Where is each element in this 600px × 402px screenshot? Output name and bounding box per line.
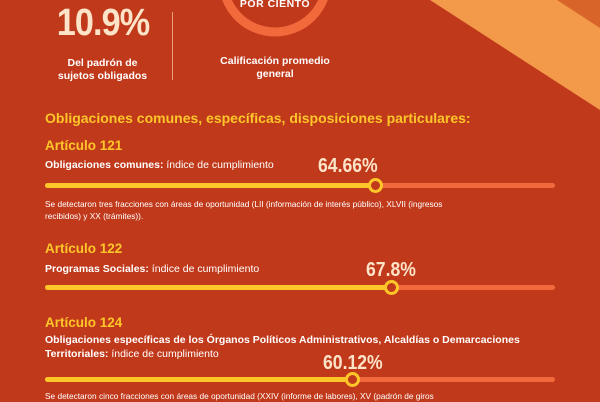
gauge-ring	[222, 0, 328, 37]
article-121-percent: 64.66%	[318, 155, 378, 177]
article-121-note-line2: recibidos) y XX (trámites)).	[45, 211, 144, 221]
gauge-inner	[235, 0, 315, 24]
article-124-desc-bold-line1: Obligaciones específicas de los Órganos …	[45, 334, 520, 346]
article-124-note-line1: Se detectaron cinco fracciones con áreas…	[45, 391, 434, 401]
article-122-desc-rest: índice de cumplimiento	[148, 263, 260, 275]
gauge-label-line1: Calificación promedio	[220, 55, 330, 67]
article-122-desc-bold: Programas Sociales:	[45, 263, 149, 275]
article-122-desc: Programas Sociales: índice de cumplimien…	[45, 262, 565, 276]
article-121-desc-rest: índice de cumplimiento	[163, 159, 274, 171]
gauge-label-line2: general	[256, 68, 294, 80]
article-121-bar-knob	[367, 178, 383, 193]
gauge-text: POR CIENTO	[239, 0, 311, 10]
article-122-percent: 67.8%	[366, 259, 416, 281]
article-121-desc: Obligaciones comunes: índice de cumplimi…	[45, 158, 565, 172]
article-122-bar-fill	[45, 285, 391, 290]
article-124-percent: 60.12%	[323, 352, 383, 374]
article-122-title: Artículo 122	[45, 241, 123, 256]
gauge-track	[222, 0, 328, 37]
gauge-label: Calificación promedio general	[200, 55, 350, 81]
article-124-bar-fill	[45, 377, 352, 382]
article-121-title: Artículo 121	[45, 138, 123, 153]
article-121-bar	[45, 178, 555, 193]
section-title: Obligaciones comunes, específicas, dispo…	[45, 110, 471, 126]
article-121-desc-bold: Obligaciones comunes:	[45, 159, 164, 171]
article-121-note-line1: Se detectaron tres fracciones con áreas …	[45, 199, 443, 209]
stat-label-line2: sujetos obligados	[57, 70, 148, 82]
article-122-bar-knob	[383, 280, 399, 295]
article-124-desc-line2: Territoriales: índice de cumplimiento	[45, 347, 565, 361]
article-124-desc-bold-line2: Territoriales:	[45, 348, 109, 360]
stat-label: Del padrón de sujetos obligados	[40, 57, 165, 83]
stat-label-line1: Del padrón de	[67, 57, 138, 69]
article-124-desc: Obligaciones específicas de los Órganos …	[45, 333, 565, 361]
article-124-bar-knob	[344, 372, 360, 387]
article-124-desc-rest: índice de cumplimiento	[108, 348, 219, 360]
article-124-bar	[45, 372, 555, 387]
article-121-bar-fill	[45, 183, 375, 188]
stat-value: 10.9%	[56, 2, 150, 44]
article-124-title: Artículo 124	[45, 315, 123, 330]
vertical-divider	[172, 12, 173, 80]
article-121-note: Se detectaron tres fracciones con áreas …	[45, 198, 570, 222]
corner-decoration-dark	[557, 0, 600, 28]
article-124-desc-line1: Obligaciones específicas de los Órganos …	[45, 333, 565, 347]
article-122-bar	[45, 280, 555, 295]
article-124-note: Se detectaron cinco fracciones con áreas…	[45, 390, 570, 402]
